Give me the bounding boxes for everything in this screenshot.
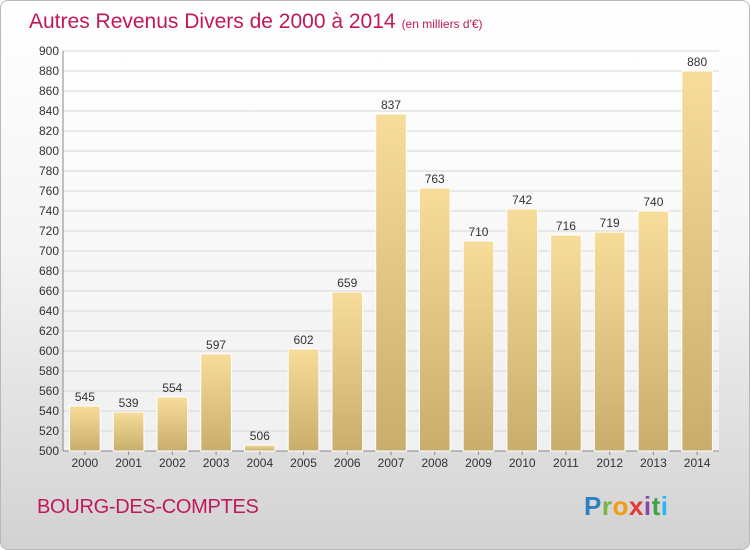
bar-2002[interactable] — [156, 396, 189, 452]
y-tick-label: 780 — [39, 164, 59, 178]
location-name: BOURG-DES-COMPTES — [37, 496, 259, 518]
bar-2003[interactable] — [200, 353, 232, 452]
y-tick-label: 600 — [39, 344, 59, 358]
x-tick-label-2004: 2004 — [246, 456, 273, 470]
y-tick-label: 540 — [39, 404, 59, 418]
y-tick-label: 840 — [39, 104, 59, 118]
data-label-2002: 554 — [162, 381, 182, 395]
bar-2007[interactable] — [375, 113, 407, 452]
chart-title: Autres Revenus Divers de 2000 à 2014 (en … — [29, 10, 483, 34]
bar-2009[interactable] — [462, 240, 495, 452]
data-label-2001: 539 — [119, 396, 139, 410]
data-label-2012: 719 — [600, 216, 620, 230]
data-label-2014: 880 — [687, 55, 707, 69]
x-tick-label-2011: 2011 — [553, 456, 579, 470]
chart-title-text: Autres Revenus Divers de 2000 à 2014 — [29, 10, 396, 33]
bar-2010[interactable] — [506, 208, 539, 452]
y-tick-label: 500 — [39, 444, 59, 458]
bar-2004[interactable] — [243, 444, 276, 452]
y-tick-label: 860 — [39, 84, 59, 98]
x-tick-label-2000: 2000 — [72, 456, 99, 470]
x-tick-label-2005: 2005 — [290, 456, 317, 470]
proxiti-logo[interactable]: Proxiti — [584, 491, 669, 521]
y-tick-label: 680 — [39, 264, 59, 278]
y-tick-label: 800 — [39, 144, 59, 158]
data-label-2011: 716 — [556, 219, 576, 233]
bar-2014[interactable] — [681, 70, 713, 452]
y-tick-label: 660 — [39, 284, 59, 298]
x-tick-label-2001: 2001 — [115, 456, 142, 470]
bar-2008[interactable] — [418, 187, 451, 452]
data-label-2003: 597 — [206, 338, 226, 352]
x-tick-label-2013: 2013 — [640, 456, 667, 470]
data-label-2013: 740 — [643, 195, 663, 209]
data-label-2004: 506 — [250, 429, 270, 443]
y-tick-label: 580 — [39, 364, 59, 378]
data-label-2010: 742 — [512, 193, 532, 207]
x-tick-label-2010: 2010 — [509, 456, 536, 470]
x-tick-label-2008: 2008 — [421, 456, 448, 470]
data-label-2009: 710 — [468, 225, 488, 239]
y-tick-label: 900 — [39, 44, 59, 58]
bar-2000[interactable] — [69, 405, 101, 452]
x-tick-label-2007: 2007 — [378, 456, 405, 470]
y-tick-label: 640 — [39, 304, 59, 318]
y-tick-label: 820 — [39, 124, 59, 138]
x-tick-label-2012: 2012 — [596, 456, 623, 470]
chart-unit: (en milliers d'€) — [401, 17, 483, 31]
data-label-2007: 837 — [381, 98, 401, 112]
y-tick-label: 560 — [39, 384, 59, 398]
bar-2001[interactable] — [112, 411, 145, 452]
y-tick-label: 740 — [39, 204, 59, 218]
bar-2011[interactable] — [550, 234, 582, 452]
x-tick-label-2006: 2006 — [334, 456, 361, 470]
y-tick-label: 520 — [39, 424, 59, 438]
x-tick-label-2009: 2009 — [465, 456, 492, 470]
y-tick-label: 880 — [39, 64, 59, 78]
data-label-2008: 763 — [425, 172, 445, 186]
data-label-2000: 545 — [75, 390, 95, 404]
y-tick-label: 620 — [39, 324, 59, 338]
data-label-2005: 602 — [294, 333, 314, 347]
x-tick-label-2003: 2003 — [203, 456, 230, 470]
x-tick-label-2002: 2002 — [159, 456, 186, 470]
bar-2013[interactable] — [637, 210, 670, 452]
y-tick-label: 720 — [39, 224, 59, 238]
bar-2006[interactable] — [331, 291, 364, 452]
bar-2005[interactable] — [287, 348, 320, 452]
bar-2012[interactable] — [593, 231, 626, 452]
y-tick-label: 700 — [39, 244, 59, 258]
data-label-2006: 659 — [337, 276, 357, 290]
y-tick-label: 760 — [39, 184, 59, 198]
x-tick-label-2014: 2014 — [684, 456, 711, 470]
